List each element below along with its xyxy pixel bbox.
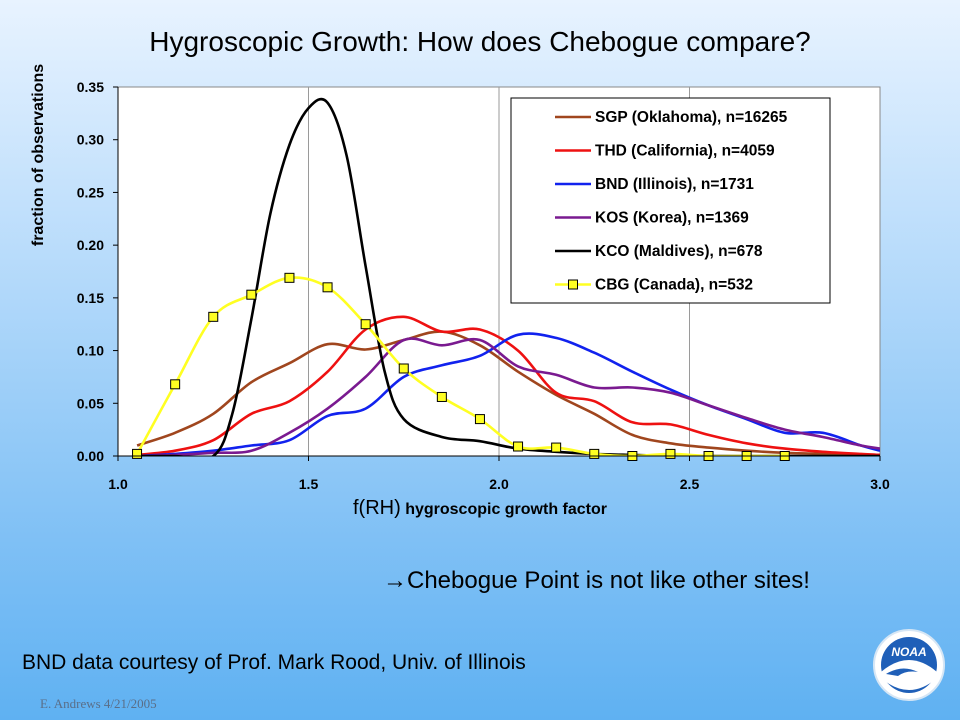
cbg-marker <box>551 442 562 453</box>
x-tick-label: 3.0 <box>870 476 890 492</box>
legend-marker <box>568 279 578 290</box>
cbg-marker <box>513 441 524 452</box>
y-tick-label: 0.30 <box>77 132 104 148</box>
cbg-marker <box>208 311 219 322</box>
noaa-logo: NOAA <box>873 629 945 701</box>
y-tick-label: 0.05 <box>77 395 104 411</box>
legend: SGP (Oklahoma), n=16265 THD (California),… <box>510 97 831 304</box>
slide-title: Hygroscopic Growth: How does Chebogue co… <box>149 26 811 57</box>
x-tick-label: 1.0 <box>108 476 128 492</box>
y-tick-label: 0.15 <box>77 290 104 306</box>
svg-text:NOAA: NOAA <box>891 645 926 659</box>
series-line-bnd <box>137 332 880 456</box>
y-tick-label: 0.25 <box>77 184 104 200</box>
x-tick-label: 2.5 <box>680 476 700 492</box>
y-tick-label: 0.35 <box>77 79 104 95</box>
series-line-thd <box>136 315 880 456</box>
cbg-marker <box>170 379 181 390</box>
data-credit: BND data courtesy of Prof. Mark Rood, Un… <box>22 651 526 674</box>
series-line-kco <box>137 97 880 456</box>
cbg-marker <box>132 448 143 459</box>
legend-entry-label: KOS (Korea), n=1369 <box>595 210 749 227</box>
cbg-marker <box>360 319 371 330</box>
cbg-marker <box>474 414 485 425</box>
x-tick-label: 1.5 <box>299 476 319 492</box>
y-tick-label: 0.10 <box>77 343 104 359</box>
series-line-kos <box>137 337 880 456</box>
axis-layer: 0.00 0.05 0.10 0.15 0.20 0.25 0.30 0.35 1.0 1.5 2.… <box>77 79 890 492</box>
y-axis-label: fraction of observations <box>30 63 47 247</box>
cbg-marker <box>246 289 257 300</box>
legend-entry-label: SGP (Oklahoma), n=16265 <box>595 109 788 126</box>
legend-entry-label: CBG (Canada), n=532 <box>595 277 753 294</box>
cbg-marker <box>665 448 676 459</box>
cbg-marker <box>589 448 600 459</box>
y-tick-label: 0.00 <box>77 448 104 464</box>
legend-entry-label: KCO (Maldives), n=678 <box>595 243 763 260</box>
author-date-footer: E. Andrews 4/21/2005 <box>40 696 157 711</box>
cbg-marker <box>436 391 447 402</box>
conclusion-text: →Chebogue Point is not like other sites! <box>383 567 810 594</box>
x-axis-symbol: f(RH) <box>352 497 401 519</box>
x-axis-description: hygroscopic growth factor <box>405 501 607 518</box>
series-line-sgp <box>136 330 880 456</box>
x-axis-label: f(RH) hygroscopic growth factor <box>0 497 960 520</box>
legend-entry-label: BND (Illinois), n=1731 <box>595 176 754 193</box>
cbg-marker <box>322 282 333 293</box>
legend-box <box>510 97 831 304</box>
cbg-marker <box>398 363 409 374</box>
legend-entry-label: THD (California), n=4059 <box>595 143 775 160</box>
x-tick-label: 2.0 <box>489 476 509 492</box>
y-tick-label: 0.20 <box>77 237 104 253</box>
cbg-marker <box>284 272 295 283</box>
